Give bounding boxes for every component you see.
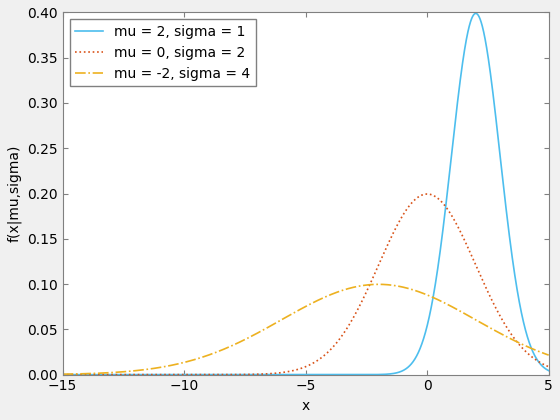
Legend: mu = 2, sigma = 1, mu = 0, sigma = 2, mu = -2, sigma = 4: mu = 2, sigma = 1, mu = 0, sigma = 2, mu… — [69, 19, 256, 87]
mu = 0, sigma = 2 — [59, 372, 66, 377]
mu = 2, sigma = 1 — [459, 63, 465, 68]
Y-axis label: f(x|mu,sigma): f(x|mu,sigma) — [7, 145, 21, 242]
mu = -2, sigma = 4 — [351, 285, 357, 290]
mu = 0, sigma = 2 — [245, 372, 251, 377]
mu = 2, sigma = 1 — [147, 372, 154, 377]
mu = 0, sigma = 2 — [545, 364, 552, 369]
mu = 0, sigma = 2 — [375, 262, 382, 267]
mu = -2, sigma = 4 — [459, 310, 466, 315]
mu = -2, sigma = 4 — [375, 282, 382, 287]
mu = 2, sigma = 1 — [59, 372, 66, 377]
mu = -2, sigma = 4 — [59, 372, 66, 377]
mu = 2, sigma = 1 — [545, 368, 552, 373]
mu = 0, sigma = 2 — [351, 314, 357, 319]
mu = 2, sigma = 1 — [245, 372, 251, 377]
mu = -2, sigma = 4 — [375, 282, 382, 287]
mu = 0, sigma = 2 — [422, 192, 428, 197]
Line: mu = 2, sigma = 1: mu = 2, sigma = 1 — [63, 13, 549, 375]
mu = -2, sigma = 4 — [422, 292, 429, 297]
mu = 0, sigma = 2 — [459, 233, 466, 238]
mu = -2, sigma = 4 — [245, 335, 251, 340]
mu = 2, sigma = 1 — [473, 11, 479, 16]
Line: mu = -2, sigma = 4: mu = -2, sigma = 4 — [63, 284, 549, 374]
mu = 0, sigma = 2 — [424, 192, 431, 197]
mu = 2, sigma = 1 — [375, 372, 382, 377]
X-axis label: x: x — [301, 399, 310, 413]
mu = 0, sigma = 2 — [147, 372, 154, 377]
mu = 2, sigma = 1 — [351, 372, 357, 377]
Line: mu = 0, sigma = 2: mu = 0, sigma = 2 — [63, 194, 549, 375]
mu = -2, sigma = 4 — [147, 366, 154, 371]
mu = -2, sigma = 4 — [545, 352, 552, 357]
mu = 2, sigma = 1 — [422, 331, 428, 336]
